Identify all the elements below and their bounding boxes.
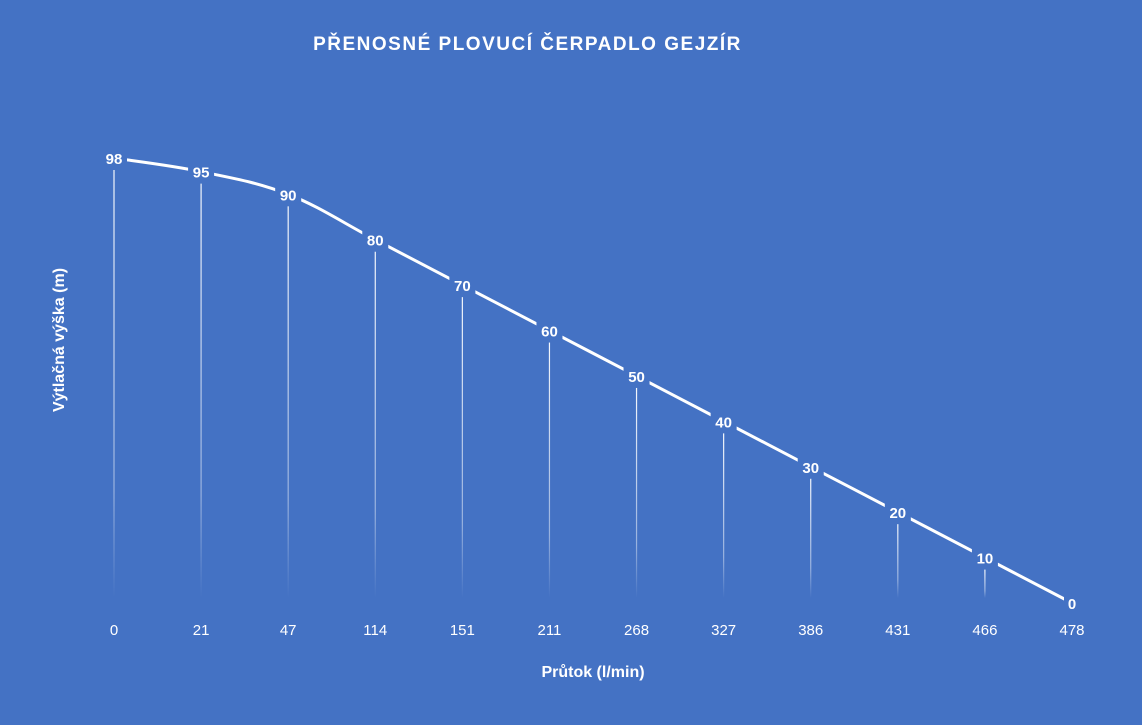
data-label: 95 xyxy=(193,165,210,182)
data-label-background xyxy=(710,411,737,432)
x-tick-label: 431 xyxy=(885,622,910,639)
drop-line xyxy=(984,569,986,598)
data-label-background xyxy=(884,502,911,523)
drop-line xyxy=(548,342,551,598)
drop-line xyxy=(374,251,376,599)
drop-line xyxy=(200,183,202,599)
x-tick-labels: 0 21 47 114 151 211 268 327 386 431 466 478 xyxy=(110,622,1085,639)
data-label: 10 xyxy=(977,551,994,568)
data-label: 98 xyxy=(106,151,123,168)
drop-line xyxy=(287,206,289,598)
data-label-background xyxy=(971,547,998,568)
series-line xyxy=(112,156,1074,605)
data-label: 80 xyxy=(367,233,384,250)
data-label: 30 xyxy=(802,460,819,477)
drop-line xyxy=(461,297,463,598)
x-tick-label: 268 xyxy=(624,622,649,639)
x-tick-label: 386 xyxy=(798,622,823,639)
data-label: 50 xyxy=(628,369,645,386)
data-label-background xyxy=(101,148,127,168)
x-tick-label: 151 xyxy=(450,622,475,639)
data-label: 90 xyxy=(280,187,297,204)
drop-line xyxy=(635,387,638,598)
data-label: 60 xyxy=(541,324,558,341)
drop-line xyxy=(810,478,812,598)
data-label-background xyxy=(188,161,215,182)
data-label-background xyxy=(275,184,302,205)
x-tick-label: 0 xyxy=(110,622,118,639)
x-tick-label: 21 xyxy=(193,622,210,639)
drop-line xyxy=(723,433,725,598)
drop-line xyxy=(897,524,899,598)
chart-title: PŘENOSNÉ PLOVUCÍ ČERPADLO GEJZÍR xyxy=(313,34,742,55)
x-tick-label: 466 xyxy=(972,622,997,639)
data-label-background xyxy=(536,320,563,341)
data-label: 20 xyxy=(889,505,906,522)
data-label-background xyxy=(623,365,650,386)
x-tick-label: 47 xyxy=(280,622,297,639)
data-labels: 98 95 90 80 70 60 50 40 30 20 10 0 xyxy=(101,148,1080,613)
data-label-background xyxy=(797,456,824,477)
data-label: 40 xyxy=(715,414,732,431)
x-tick-label: 211 xyxy=(537,622,561,639)
data-label: 70 xyxy=(454,278,471,295)
data-label: 0 xyxy=(1068,596,1076,613)
x-tick-label: 327 xyxy=(711,622,736,639)
x-axis-title: Průtok (l/min) xyxy=(541,664,645,681)
data-label-background xyxy=(1064,593,1080,613)
x-tick-label: 114 xyxy=(363,622,387,639)
data-label-background xyxy=(362,229,389,250)
data-label-background xyxy=(449,275,476,296)
drop-line xyxy=(113,170,115,598)
drop-lines xyxy=(113,170,986,599)
x-tick-label: 478 xyxy=(1059,622,1084,639)
